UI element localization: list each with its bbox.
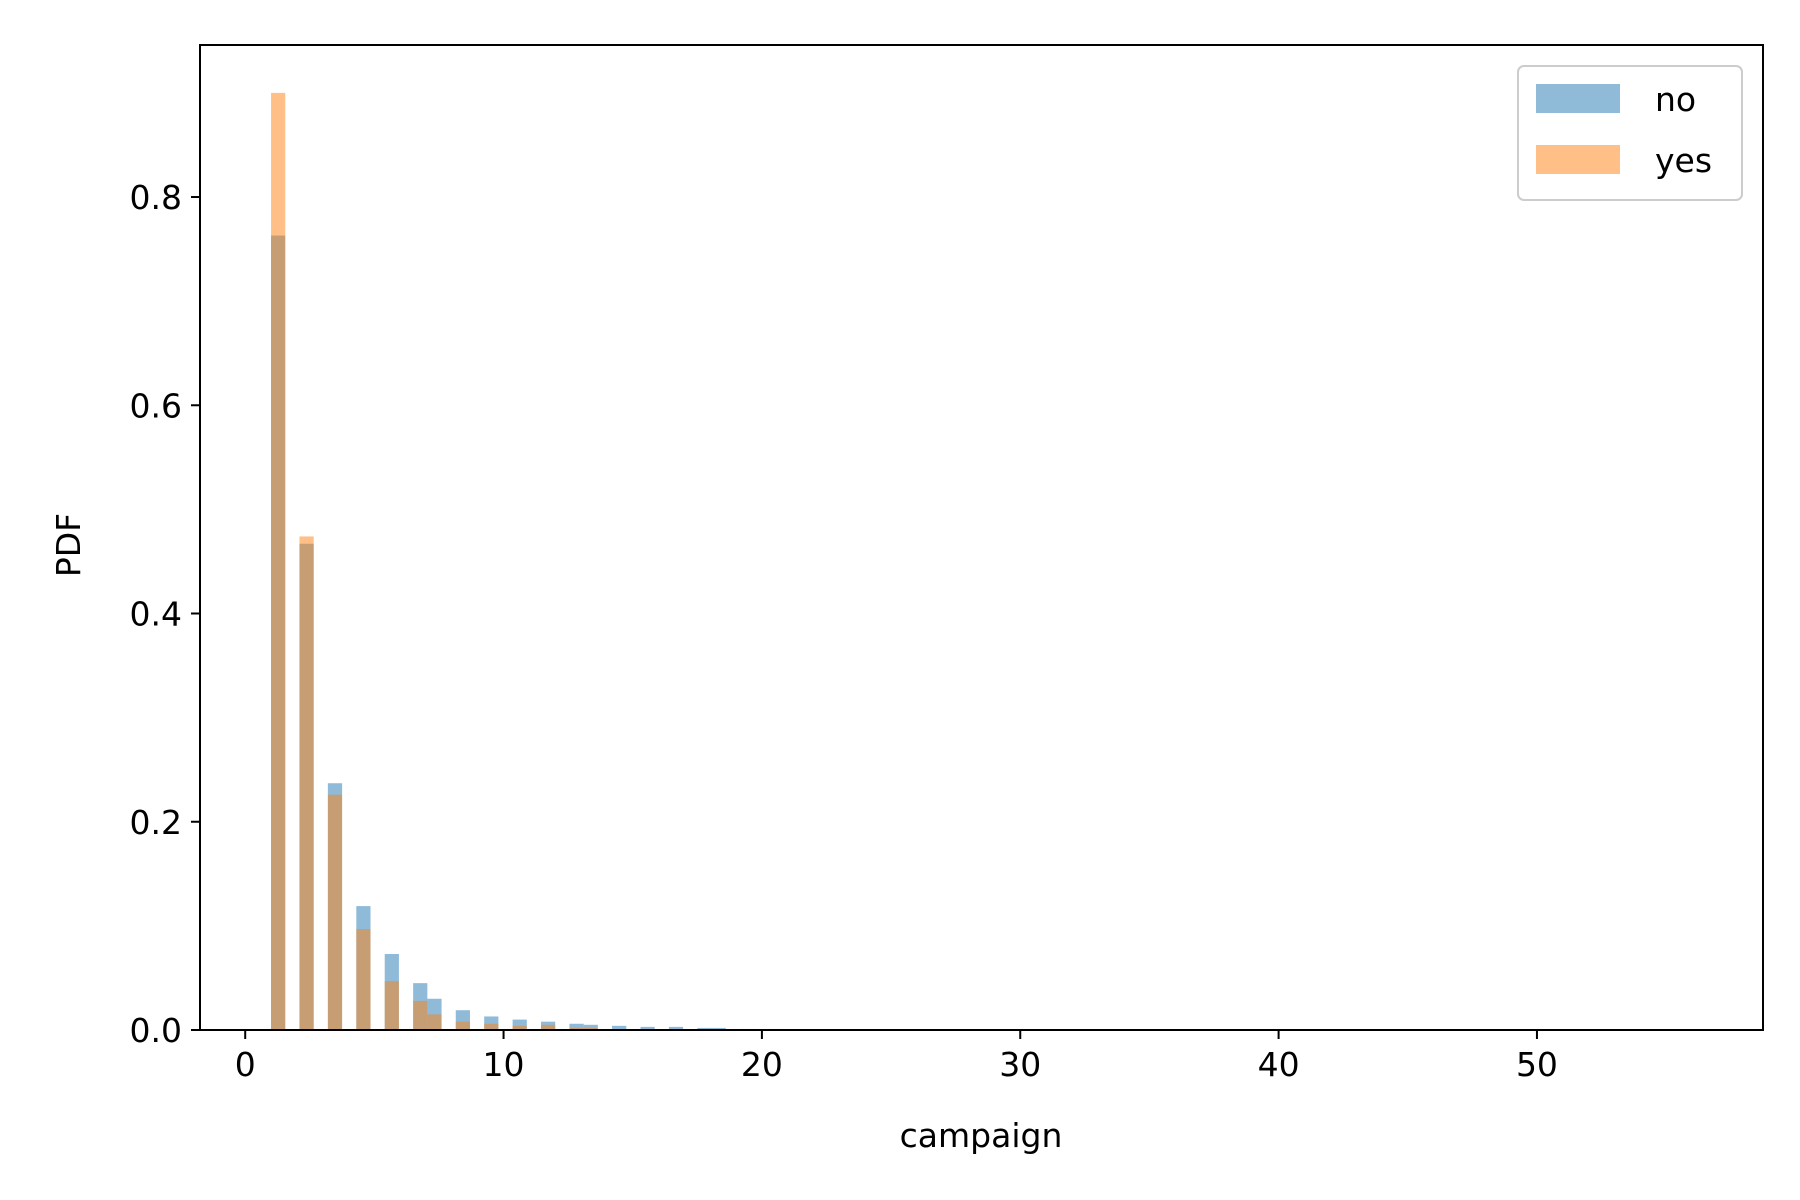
x-tick-label: 30: [999, 1045, 1041, 1084]
bars-layer: [271, 92, 783, 1030]
x-axis-label: campaign: [900, 1116, 1063, 1155]
legend-swatch-yes: [1536, 145, 1620, 174]
bar-yes-2: [299, 536, 314, 1030]
legend-swatch-no: [1536, 84, 1620, 113]
x-tick-label: 20: [741, 1045, 783, 1084]
series-yes: [271, 92, 712, 1030]
bar-yes-5: [384, 981, 399, 1030]
x-axis-ticks: 0 10 20 30 40 50: [235, 1030, 1558, 1084]
bar-no-16: [668, 1026, 684, 1030]
legend: no yes: [1517, 65, 1743, 201]
bar-yes-13: [583, 1027, 598, 1030]
bar-no-10: [512, 1019, 527, 1030]
x-tick-label: 10: [483, 1045, 525, 1084]
bar-yes-3: [327, 794, 343, 1030]
x-tick-label: 40: [1258, 1045, 1300, 1084]
bar-no-14: [612, 1025, 627, 1030]
legend-label-yes: yes: [1655, 141, 1712, 180]
y-tick-label: 0.0: [130, 1011, 182, 1050]
bar-yes-4: [356, 929, 371, 1030]
y-tick-label: 0.6: [130, 386, 182, 425]
bar-yes-9: [484, 1023, 499, 1030]
legend-label-no: no: [1655, 80, 1696, 119]
x-tick-label: 50: [1516, 1045, 1558, 1084]
bar-no-12: [569, 1023, 584, 1030]
bar-no-18: [711, 1027, 726, 1030]
bar-yes-6: [413, 1000, 428, 1030]
plot-frame: [199, 44, 1764, 1031]
bar-yes-12: [569, 1027, 584, 1030]
y-tick-label: 0.4: [130, 595, 182, 634]
y-tick-label: 0.8: [130, 178, 182, 217]
bar-yes-8: [455, 1021, 470, 1030]
plot-area: [200, 45, 1763, 1030]
y-axis-label: PDF: [49, 513, 88, 577]
bar-yes-7: [427, 1014, 442, 1030]
bar-yes-11: [541, 1024, 556, 1030]
y-axis-ticks: 0.0 0.2 0.4 0.6 0.8: [130, 178, 200, 1050]
bar-yes-10: [512, 1025, 527, 1030]
bar-yes-0: [271, 92, 286, 1030]
x-tick-label: 0: [235, 1045, 256, 1084]
y-tick-label: 0.2: [130, 803, 182, 842]
bar-no-15: [640, 1026, 655, 1030]
bar-no-13: [583, 1024, 598, 1030]
